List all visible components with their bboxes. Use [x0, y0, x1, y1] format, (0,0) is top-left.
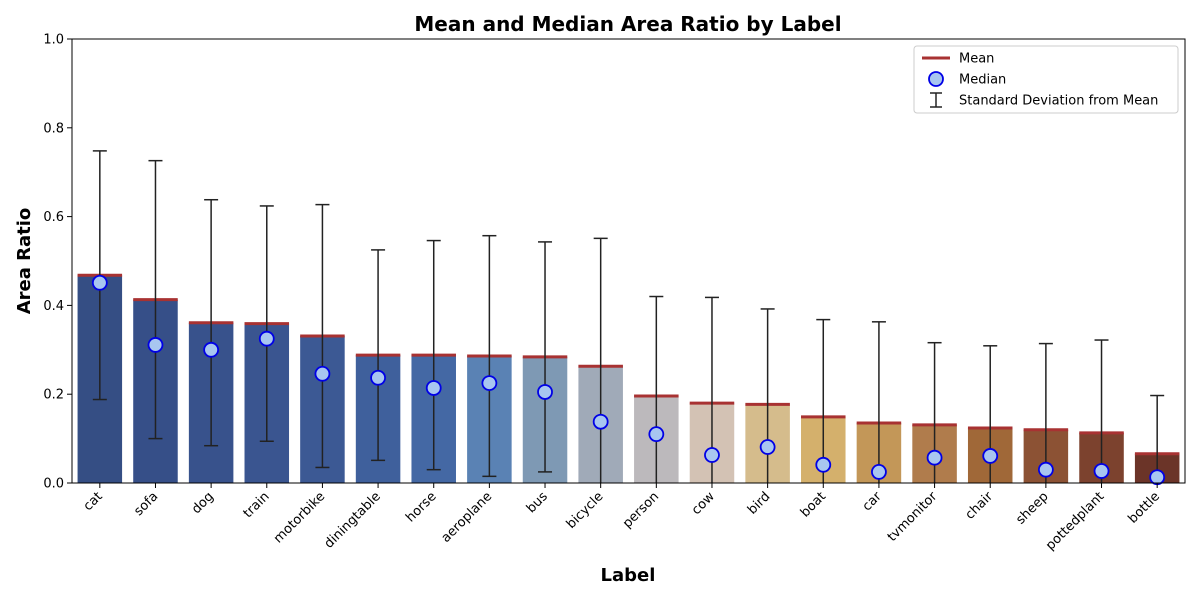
median-point-cat	[91, 274, 108, 291]
legend-label: Median	[959, 73, 1006, 88]
x-tick-label-motorbike: motorbike	[271, 489, 328, 546]
median-point-sofa	[147, 337, 164, 353]
median-point-sheep	[1037, 461, 1054, 478]
x-tick-label-diningtable: diningtable	[322, 489, 384, 551]
y-tick-label: 0.0	[43, 477, 64, 492]
median-point-car	[871, 463, 887, 480]
error-bar-dog	[204, 198, 219, 447]
x-tick-label-bus: bus	[524, 489, 551, 516]
x-axis-title: Label	[601, 565, 656, 586]
error-bar-car	[871, 321, 886, 483]
legend-label: Mean	[959, 52, 994, 67]
median-point-cow	[704, 447, 720, 463]
x-tick-label-pottedplant: pottedplant	[1043, 489, 1107, 553]
legend-item-0: Mean	[922, 52, 994, 67]
error-bar-train	[259, 205, 274, 443]
error-bar-icon	[930, 92, 942, 108]
error-bar-person	[649, 295, 664, 483]
legend-label: Standard Deviation from Mean	[959, 94, 1158, 109]
x-tick-label-bird: bird	[745, 489, 773, 517]
y-axis: 0.0 0.2 0.4 0.6 0.8 1.0	[43, 33, 72, 492]
x-tick-label-bicycle: bicycle	[564, 489, 607, 532]
median-point-boat	[815, 456, 832, 473]
median-point-chair	[982, 448, 999, 464]
x-tick-label-sofa: sofa	[131, 489, 161, 519]
legend-item-1: Median	[928, 71, 1006, 88]
median-point-motorbike	[314, 365, 331, 382]
y-tick-label: 0.8	[43, 121, 64, 136]
error-bar-horse	[426, 239, 441, 471]
x-tick-label-sheep: sheep	[1013, 489, 1051, 527]
median-point-bottle	[1149, 469, 1166, 486]
plot-frame	[71, 38, 1186, 484]
median-point-dog	[203, 341, 220, 358]
median-point-horse	[425, 380, 442, 396]
x-tick-label-bottle: bottle	[1126, 489, 1163, 526]
x-tick-label-dog: dog	[189, 489, 217, 517]
y-tick-label: 1.0	[43, 33, 64, 48]
circle-marker-icon	[928, 71, 944, 87]
error-bar-bus	[538, 241, 553, 473]
x-tick-label-horse: horse	[403, 489, 439, 525]
y-tick-label: 0.2	[43, 388, 64, 403]
median-point-train	[258, 330, 275, 347]
x-tick-label-person: person	[620, 489, 662, 531]
error-bar-bicycle	[593, 237, 608, 483]
median-point-diningtable	[370, 369, 386, 386]
median-point-tvmonitor	[926, 449, 943, 466]
error-bar-aeroplane	[482, 234, 497, 478]
error-bar-diningtable	[371, 249, 386, 462]
median-point-person	[648, 426, 665, 443]
median-point-pottedplant	[1093, 463, 1110, 479]
y-axis-title: Area Ratio	[14, 208, 35, 315]
x-tick-label-train: train	[241, 489, 273, 521]
legend-item-2: Standard Deviation from Mean	[930, 92, 1158, 109]
error-bar-pottedplant	[1094, 339, 1109, 483]
error-bar-sofa	[148, 159, 163, 440]
error-bar-sheep	[1038, 342, 1053, 483]
y-tick-label: 0.4	[43, 299, 64, 314]
y-tick-label: 0.6	[43, 210, 64, 225]
plot-area	[71, 38, 1186, 486]
x-tick-label-cow: cow	[689, 489, 718, 518]
x-tick-label-chair: chair	[963, 489, 997, 523]
error-bar-boat	[816, 318, 831, 483]
error-bar-bottle	[1150, 394, 1165, 483]
median-point-bus	[537, 384, 553, 400]
error-bar-motorbike	[315, 203, 330, 469]
x-tick-label-tvmonitor: tvmonitor	[885, 489, 941, 545]
legend-box	[913, 45, 1179, 114]
chart-title: Mean and Median Area Ratio by Label	[414, 12, 841, 36]
median-point-bicycle	[592, 413, 609, 430]
x-tick-label-car: car	[860, 489, 886, 515]
median-point-bird	[759, 439, 776, 455]
x-tick-label-cat: cat	[81, 489, 106, 514]
median-point-aeroplane	[481, 375, 498, 392]
x-tick-label-aeroplane: aeroplane	[439, 489, 496, 546]
legend: Mean Median Standard Deviation from Mean	[913, 45, 1179, 114]
x-tick-label-boat: boat	[798, 489, 829, 520]
